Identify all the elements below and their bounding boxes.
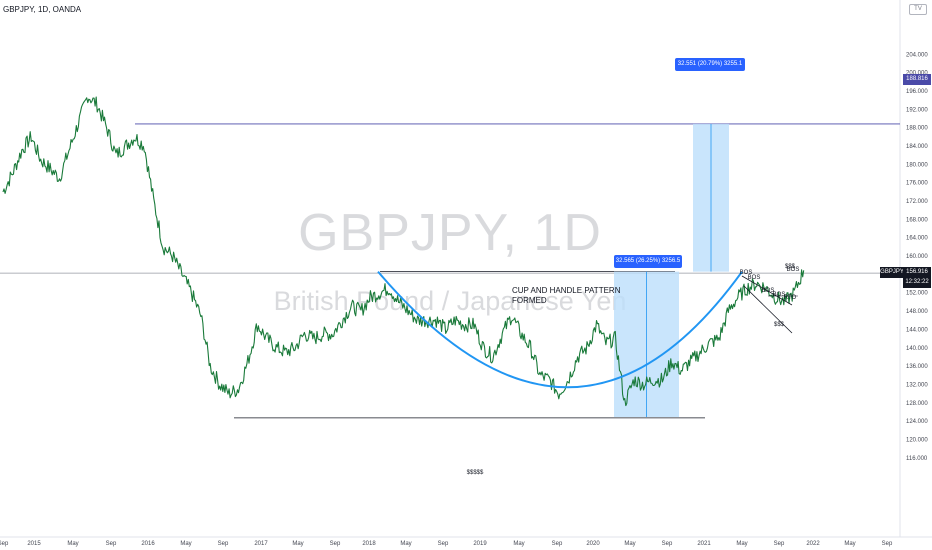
x-tick-label: Sep [662,541,673,547]
y-tick-label: 204.000 [906,52,928,58]
y-tick-label: 176.000 [906,181,928,187]
handle-line-upper [741,275,793,306]
bos-label: BOS [773,292,786,298]
y-tick-label: 136.000 [906,364,928,370]
y-tick-label: 200.000 [906,71,928,77]
y-tick-label: 120.000 [906,437,928,443]
x-tick-label: May [624,541,635,547]
x-tick-label: Sep [438,541,449,547]
y-tick-label: 140.000 [906,346,928,352]
x-tick-label: May [513,541,524,547]
bos-label: BOS [787,267,800,273]
y-tick-label: 160.000 [906,254,928,260]
x-tick-label: May [400,541,411,547]
cup-curve [377,271,743,389]
countdown-label: 12:32:22 [903,277,931,288]
y-tick-label: 168.000 [906,217,928,223]
tradingview-logo-icon[interactable]: TV [909,4,927,15]
bos-label: BOS [740,270,753,276]
x-tick-label: Sep [774,541,785,547]
x-tick-label: Sep [218,541,229,547]
x-tick-label: 2019 [473,541,487,547]
y-tick-label: 192.000 [906,107,928,113]
y-tick-label: 196.000 [906,89,928,95]
y-tick-label: 152.000 [906,291,928,297]
x-tick-label: 2018 [362,541,376,547]
y-tick-label: 124.000 [906,419,928,425]
target-price-label: 188.816 [903,74,931,85]
y-tick-label: 132.000 [906,382,928,388]
rto-label: RTO [784,295,797,301]
liquidity-low-label: $$$$$ [467,470,484,476]
x-tick-label: May [67,541,78,547]
bos-label: BOS [748,275,761,281]
liquidity-high-label: $$$ [785,264,796,270]
x-tick-label: Sep [330,541,341,547]
y-tick-label: 144.000 [906,327,928,333]
y-tick-label: 128.000 [906,401,928,407]
x-tick-label: 2021 [697,541,711,547]
x-tick-label: 2015 [27,541,41,547]
bos-label: BOS [762,288,775,294]
measure-label-1: 32.565 (26.25%) 3256.5 [614,255,682,268]
x-tick-label: May [180,541,191,547]
x-tick-label: 2017 [254,541,268,547]
x-tick-label: May [736,541,747,547]
y-tick-label: 172.000 [906,199,928,205]
pattern-note: CUP AND HANDLE PATTERN FORMED [512,286,621,305]
y-tick-label: 116.000 [906,456,928,462]
liquidity-mid-label: $$$ [774,322,785,328]
x-tick-label: 2022 [806,541,820,547]
x-tick-label: Sep [0,541,9,547]
x-tick-label: May [844,541,855,547]
y-tick-label: 180.000 [906,162,928,168]
x-tick-label: Sep [882,541,893,547]
x-tick-label: 2020 [586,541,600,547]
x-tick-label: Sep [106,541,117,547]
x-tick-label: May [292,541,303,547]
y-tick-label: 184.000 [906,144,928,150]
y-tick-label: 188.000 [906,126,928,132]
handle-line-lower [743,285,793,334]
current-price-label: 156.916 [903,267,931,278]
chart-title: GBPJPY, 1D, OANDA [3,5,82,14]
measure-label-2: 32.551 (20.79%) 3255.1 [675,58,745,71]
current-symbol-label: GBPJPY [880,267,904,278]
x-tick-label: 2016 [141,541,155,547]
y-tick-label: 148.000 [906,309,928,315]
y-tick-label: 164.000 [906,236,928,242]
price-line [2,96,805,407]
x-tick-label: Sep [552,541,563,547]
